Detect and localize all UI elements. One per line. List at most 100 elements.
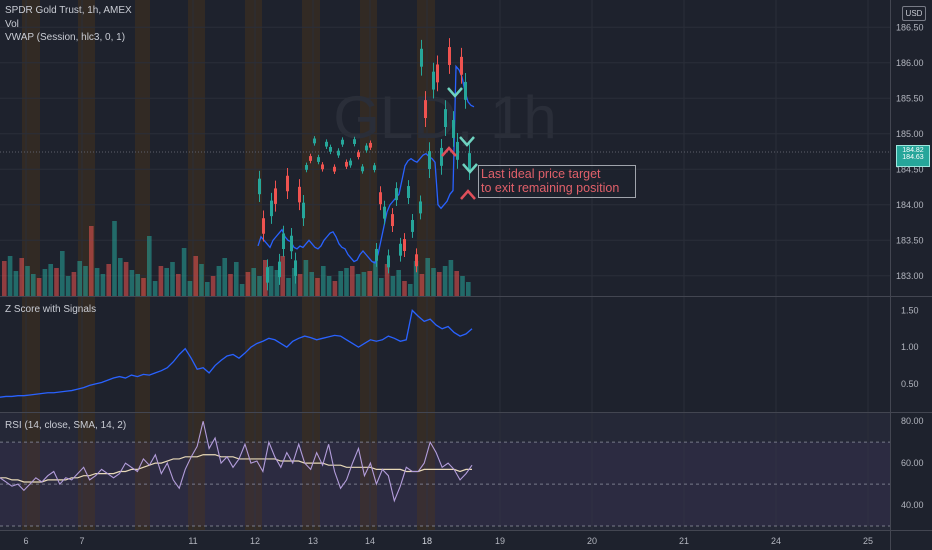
volume-bar <box>2 261 7 296</box>
candle-body <box>313 138 316 144</box>
price-target-annotation[interactable]: Last ideal price target to exit remainin… <box>478 165 636 198</box>
volume-bar <box>13 271 19 296</box>
y-tick-label: 183.00 <box>896 271 924 281</box>
session-highlight <box>135 0 150 530</box>
volume-bar <box>193 256 198 296</box>
volume-bar <box>100 274 106 296</box>
zscore-line <box>0 309 473 398</box>
y-tick-label: 40.00 <box>901 500 924 510</box>
candle-body <box>424 100 427 119</box>
volume-bar <box>60 251 65 296</box>
volume-bar <box>181 248 187 296</box>
candle-body <box>436 64 439 83</box>
x-tick-label: 25 <box>863 536 873 546</box>
volume-bar <box>454 271 459 296</box>
buy-signal-arrow <box>441 146 457 157</box>
rsi-band-fill <box>0 442 890 526</box>
volume-legend: Vol <box>5 19 19 30</box>
x-tick-label: 6 <box>23 536 28 546</box>
symbol-title: SPDR Gold Trust, 1h, AMEX <box>5 5 132 16</box>
candle-body <box>305 165 308 170</box>
vwap-legend: VWAP (Session, hlc3, 0, 1) <box>5 32 126 43</box>
volume-bar <box>71 272 77 296</box>
volume-bar <box>448 260 454 296</box>
candle-body <box>282 233 285 250</box>
volume-bar <box>390 276 396 296</box>
candle-body <box>309 156 312 161</box>
candle-body <box>321 164 324 170</box>
x-tick-label: 13 <box>308 536 318 546</box>
volume-bar <box>239 284 245 296</box>
currency-button[interactable]: USD <box>902 6 926 21</box>
volume-bar <box>373 261 378 296</box>
x-tick-label: 11 <box>188 536 197 546</box>
volume-bar <box>419 274 425 296</box>
y-tick-label: 184.00 <box>896 200 924 210</box>
candle-body <box>317 157 320 162</box>
candle-body <box>448 47 451 65</box>
candle-body <box>407 186 410 198</box>
candle-body <box>369 142 372 148</box>
candle-body <box>341 139 344 145</box>
volume-bar <box>25 266 30 296</box>
candle-body <box>428 151 431 170</box>
volume-bar <box>384 264 390 296</box>
volume-bar <box>442 266 448 296</box>
price-tag-line: 184.63 <box>902 154 924 161</box>
x-tick-label: 18 <box>422 536 432 546</box>
volume-bar <box>332 281 338 296</box>
candle-body <box>337 150 340 156</box>
candle-body <box>286 175 289 192</box>
volume-bar <box>187 281 193 296</box>
candle-body <box>440 147 443 166</box>
candle-body <box>290 235 293 252</box>
x-tick-label: 19 <box>495 536 505 546</box>
volume-bar <box>205 282 210 296</box>
volume-bar <box>321 266 326 296</box>
buy-signal-arrow <box>460 189 476 200</box>
volume-bar <box>42 269 48 296</box>
candle-body <box>468 153 471 172</box>
y-tick-label: 0.50 <box>901 379 919 389</box>
rsi-ma-line <box>0 454 472 483</box>
candle-body <box>391 214 394 227</box>
candle-body <box>266 267 269 283</box>
volume-bar <box>141 278 146 296</box>
volume-bar <box>135 274 140 296</box>
volume-bar <box>361 272 367 296</box>
session-highlight <box>360 0 377 530</box>
y-tick-label: 186.50 <box>896 22 924 32</box>
price-tag-line: 184.82 <box>902 147 924 154</box>
volume-bar <box>176 274 181 296</box>
candle-body <box>403 239 406 252</box>
x-tick-label: 21 <box>679 536 689 546</box>
candle-body <box>274 188 277 204</box>
volume-bar <box>309 272 314 296</box>
candle-body <box>357 152 360 158</box>
volume-bar <box>83 266 88 296</box>
volume-bar <box>19 258 24 296</box>
volume-bar <box>460 276 465 296</box>
volume-bar <box>268 266 274 296</box>
volume-bar <box>106 264 111 296</box>
volume-bar <box>402 281 407 296</box>
volume-bar <box>379 278 384 296</box>
session-highlight <box>245 0 262 530</box>
volume-bar <box>147 236 152 296</box>
candle-body <box>387 255 390 268</box>
candle-body <box>432 71 435 90</box>
candle-body <box>375 248 378 261</box>
candle-body <box>452 120 455 138</box>
annotation-line: to exit remaining position <box>481 181 620 195</box>
sell-signal-arrow <box>447 87 463 98</box>
x-tick-label: 14 <box>365 536 375 546</box>
volume-bar <box>65 276 71 296</box>
volume-bar <box>170 262 175 296</box>
volume-bar <box>222 258 227 296</box>
volume-bar <box>286 278 291 296</box>
volume-bar <box>152 281 158 296</box>
volume-bar <box>54 268 59 296</box>
candle-body <box>270 200 273 217</box>
candle-body <box>262 218 265 234</box>
